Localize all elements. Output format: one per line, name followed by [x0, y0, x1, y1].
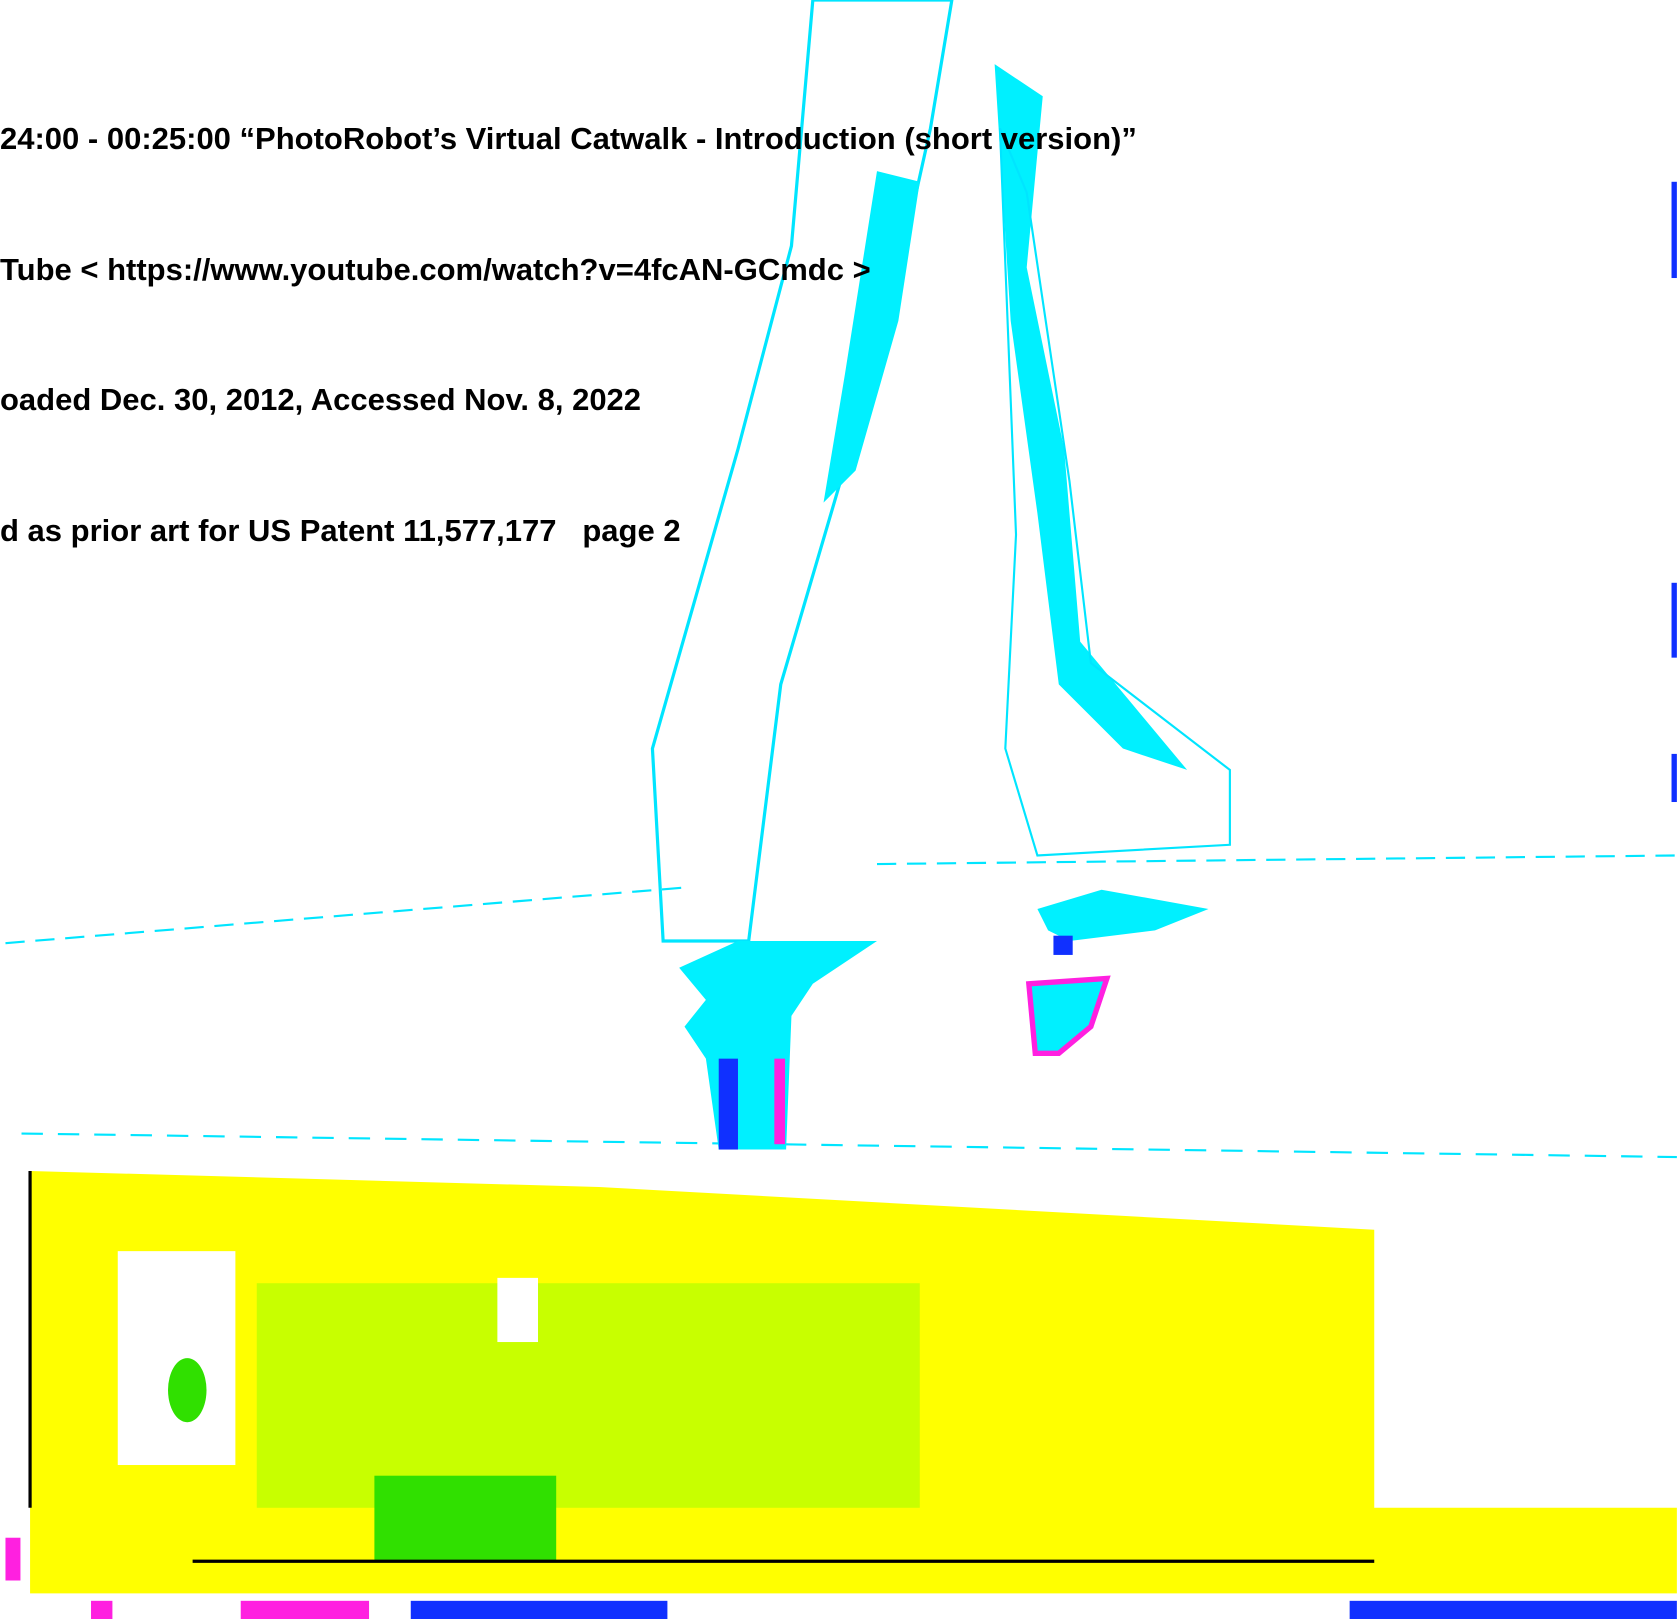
floor-line: [5, 854, 1677, 945]
shoe: [1037, 889, 1209, 942]
platform-edge: [28, 1170, 1375, 1563]
shoe-heel: [718, 1058, 738, 1150]
bar: [5, 1537, 21, 1581]
caption-line: Tube < https://www.youtube.com/watch?v=4…: [0, 251, 871, 287]
shoe-edge: [774, 1058, 786, 1145]
caption-line: 24:00 - 00:25:00 “PhotoRobot’s Virtual C…: [0, 121, 1137, 156]
bar: [410, 1600, 668, 1619]
bar: [1349, 1600, 1677, 1619]
bar: [240, 1600, 370, 1619]
leg-outline: [998, 127, 1231, 857]
edge-mark: [1671, 582, 1677, 658]
leg-shading: [823, 171, 920, 503]
leg-outline: [650, 0, 954, 943]
bar: [91, 1600, 113, 1619]
caption-line: oaded Dec. 30, 2012, Accessed Nov. 8, 20…: [0, 382, 642, 417]
platform-shade: [256, 1283, 920, 1508]
edge-mark: [1671, 181, 1677, 279]
caption: 24:00 - 00:25:00 “PhotoRobot’s Virtual C…: [0, 30, 1137, 639]
shoe-reflection: [1025, 975, 1111, 1056]
reflection: [168, 1358, 207, 1423]
shoe-heel: [1053, 935, 1073, 955]
reflection: [117, 1251, 236, 1466]
platform-shade: [374, 1475, 557, 1562]
floor-line: [21, 1132, 1677, 1159]
caption-line: d as prior art for US Patent 11,577,177 …: [0, 512, 681, 548]
reflection: [497, 1277, 539, 1343]
leg-shading: [994, 64, 1188, 770]
edge-mark: [1671, 753, 1677, 803]
